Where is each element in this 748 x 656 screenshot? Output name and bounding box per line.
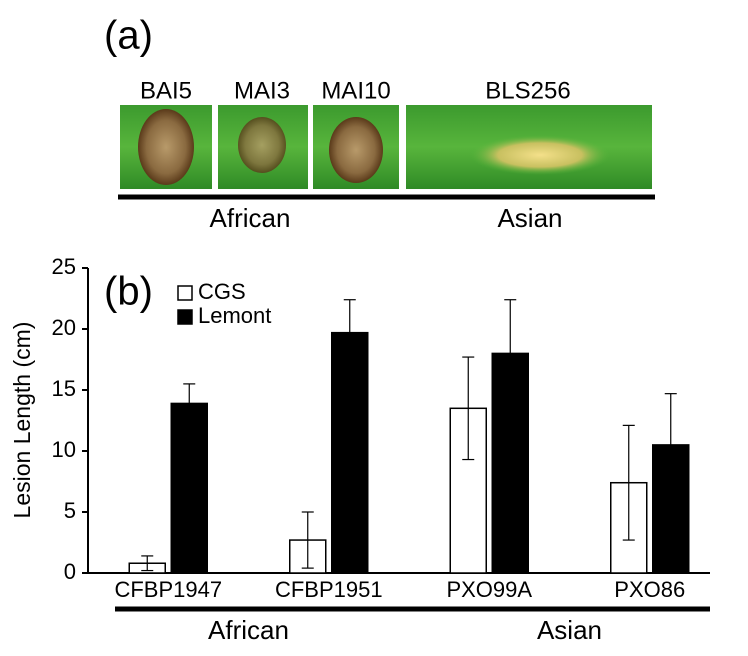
error-bar xyxy=(141,555,154,572)
group-label: Asian xyxy=(537,615,602,645)
y-tick-label: 15 xyxy=(52,376,76,401)
image-label: MAI10 xyxy=(321,77,390,104)
y-tick-label: 20 xyxy=(52,315,76,340)
group-label: African xyxy=(208,615,289,645)
group-label: African xyxy=(210,203,291,233)
lesion xyxy=(238,117,286,173)
legend-label: Lemont xyxy=(198,303,271,328)
group-label: Asian xyxy=(497,203,562,233)
image-label: BLS256 xyxy=(485,77,570,104)
error-bar xyxy=(301,511,314,569)
error-bar xyxy=(664,393,677,497)
legend-swatch xyxy=(177,309,193,325)
error-bar xyxy=(462,356,475,461)
lesion xyxy=(329,117,383,183)
image-label: BAI5 xyxy=(140,77,192,104)
x-tick-label: PXO86 xyxy=(614,577,685,602)
panel-label: (b) xyxy=(104,270,153,314)
lesion xyxy=(470,135,610,175)
x-tick-label: CFBP1947 xyxy=(114,577,222,602)
panel-label: (a) xyxy=(104,14,153,58)
error-bar xyxy=(343,299,356,367)
error-bar xyxy=(504,299,517,408)
y-tick-label: 10 xyxy=(52,437,76,462)
y-axis-label: Lesion Length (cm) xyxy=(9,322,35,519)
leaf-images xyxy=(120,105,652,189)
bar xyxy=(170,402,208,574)
x-tick-label: CFBP1951 xyxy=(275,577,383,602)
x-tick-label: PXO99A xyxy=(446,577,532,602)
y-tick-label: 0 xyxy=(64,559,76,584)
image-label: MAI3 xyxy=(234,77,290,104)
y-tick-label: 5 xyxy=(64,498,76,523)
y-tick-label: 25 xyxy=(52,254,76,279)
legend-swatch xyxy=(177,285,193,301)
lesion xyxy=(138,109,194,185)
error-bar xyxy=(183,383,196,424)
error-bar xyxy=(622,424,635,541)
legend-label: CGS xyxy=(198,279,246,304)
bar xyxy=(331,331,369,574)
